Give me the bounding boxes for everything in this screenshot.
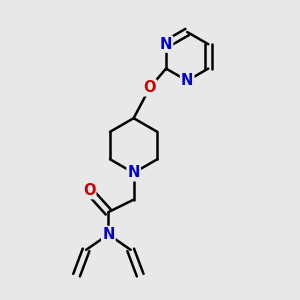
Text: O: O <box>83 183 95 198</box>
Text: N: N <box>128 165 140 180</box>
Text: N: N <box>160 37 172 52</box>
Text: N: N <box>181 73 193 88</box>
Text: N: N <box>102 227 115 242</box>
Text: O: O <box>143 80 156 95</box>
